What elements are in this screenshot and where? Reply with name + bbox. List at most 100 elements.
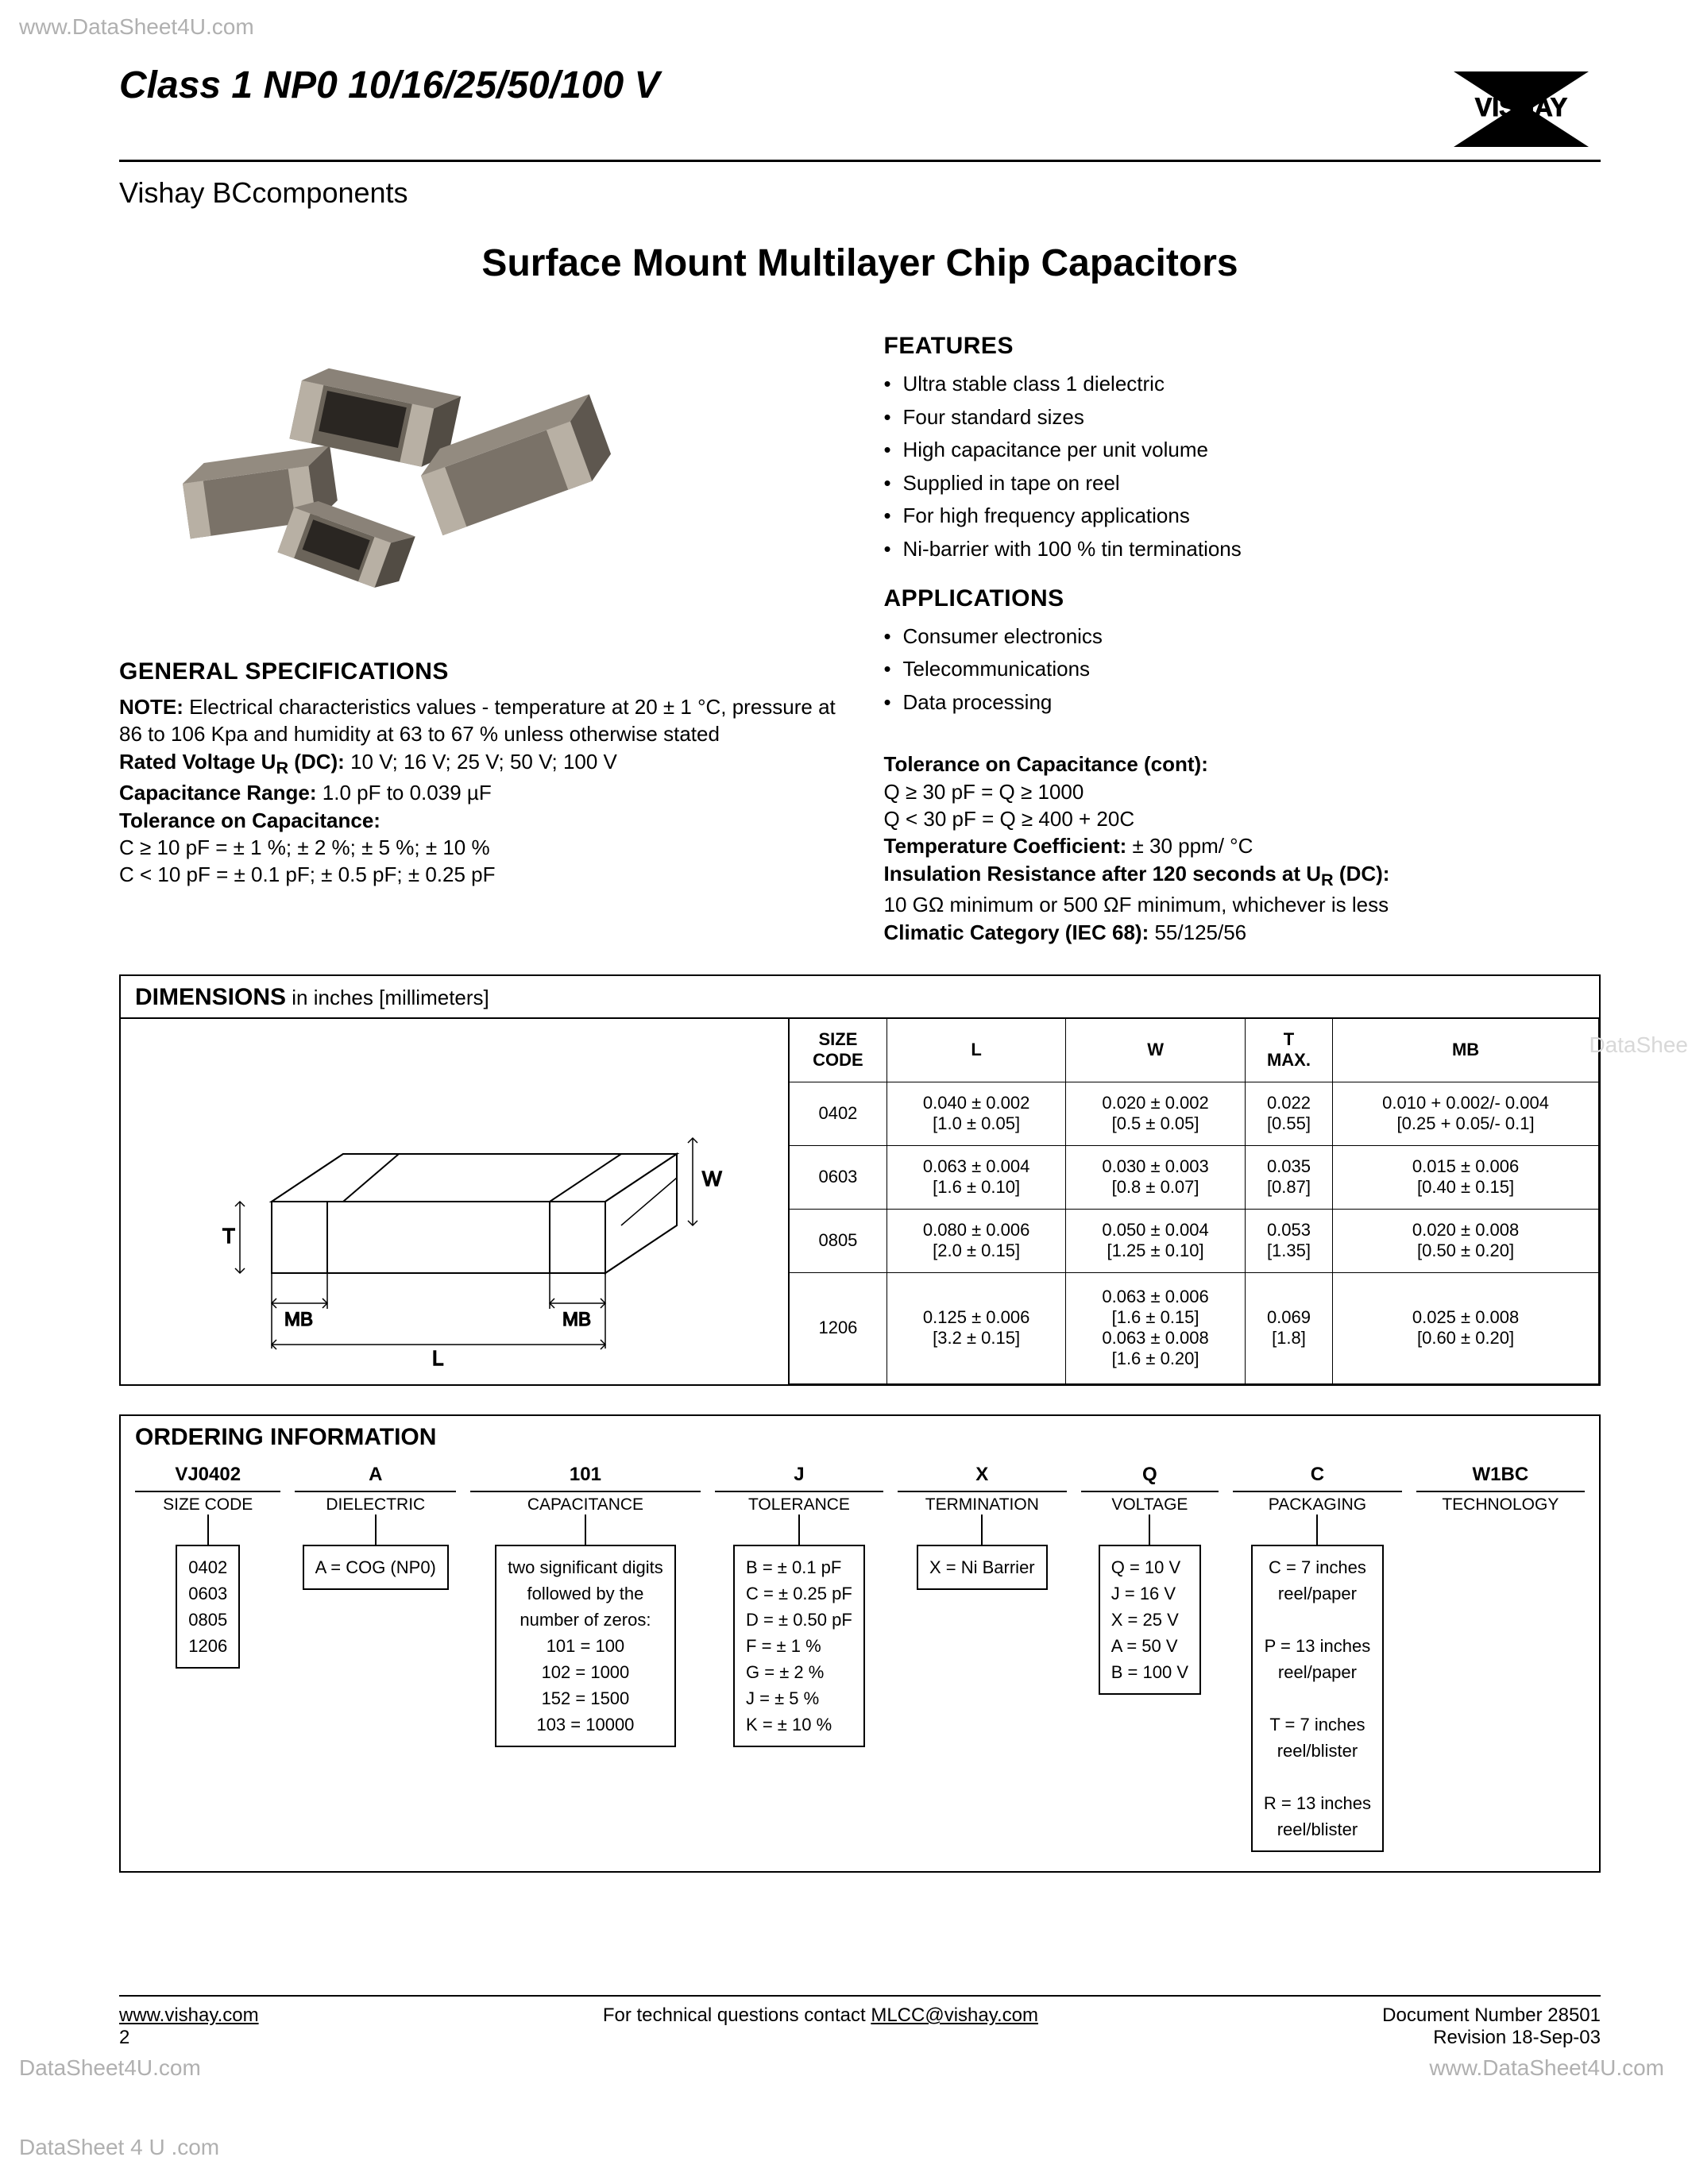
ordering-column: CPACKAGINGC = 7 inchesreel/paperP = 13 i…	[1233, 1464, 1401, 1852]
ord-label: CAPACITANCE	[470, 1491, 701, 1515]
ordering-box: ORDERING INFORMATION VJ0402SIZE CODE0402…	[119, 1414, 1601, 1873]
ord-label: PACKAGING	[1233, 1491, 1401, 1515]
general-heading: GENERAL SPECIFICATIONS	[119, 658, 836, 685]
ord-stem	[207, 1515, 209, 1545]
dimensions-box: DIMENSIONS in inches [millimeters]	[119, 974, 1601, 1386]
application-item: Consumer electronics	[884, 620, 1601, 654]
ord-label: VOLTAGE	[1081, 1491, 1219, 1515]
ordering-heading: ORDERING INFORMATION	[121, 1416, 1599, 1457]
rated-label: Rated Voltage U	[119, 750, 276, 774]
insul-sub: R	[1321, 870, 1334, 889]
feature-item: High capacitance per unit volume	[884, 434, 1601, 467]
dim-cell: 0.022[0.55]	[1245, 1082, 1332, 1145]
insul-dc: (DC):	[1334, 862, 1390, 886]
dim-cell: 0.015 ± 0.006[0.40 ± 0.15]	[1333, 1145, 1599, 1209]
ord-sample: C	[1311, 1464, 1324, 1486]
title-row: Class 1 NP0 10/16/25/50/100 V VISHAY VIS…	[119, 64, 1601, 162]
ordering-column: XTERMINATIONX = Ni Barrier	[898, 1464, 1066, 1852]
intro-columns: GENERAL SPECIFICATIONS NOTE: Electrical …	[119, 333, 1601, 946]
dim-cell: 0.020 ± 0.008[0.50 ± 0.20]	[1333, 1209, 1599, 1272]
page-content: Class 1 NP0 10/16/25/50/100 V VISHAY VIS…	[0, 0, 1688, 2000]
svg-text:L: L	[432, 1346, 443, 1368]
page-title: Class 1 NP0 10/16/25/50/100 V	[119, 64, 660, 107]
tol-cont-1: Q ≥ 30 pF = Q ≥ 1000	[884, 780, 1084, 804]
ord-sample: X	[975, 1464, 988, 1486]
dim-cell: 0.010 + 0.002/- 0.004[0.25 + 0.05/- 0.1]	[1333, 1082, 1599, 1145]
subtitle: Vishay BCcomponents	[119, 176, 1601, 210]
right-column: FEATURES Ultra stable class 1 dielectric…	[884, 333, 1601, 946]
tol-cont-2: Q < 30 pF = Q ≥ 400 + 20C	[884, 807, 1135, 831]
ord-label: DIELECTRIC	[295, 1491, 456, 1515]
svg-text:MB: MB	[562, 1309, 591, 1330]
watermark-bottom-right: www.DataSheet4U.com	[1429, 2055, 1664, 2081]
footer-docnum: Document Number 28501	[1382, 2005, 1601, 2026]
ord-stem	[375, 1515, 377, 1545]
rated-val: 10 V; 16 V; 25 V; 50 V; 100 V	[345, 750, 617, 774]
ord-options-box: X = Ni Barrier	[917, 1545, 1048, 1590]
dim-cell: 0.050 ± 0.004[1.25 ± 0.10]	[1066, 1209, 1245, 1272]
cap-range-val: 1.0 pF to 0.039 µF	[317, 781, 492, 805]
ordering-column: VJ0402SIZE CODE0402060308051206	[135, 1464, 280, 1852]
ord-sample: W1BC	[1472, 1464, 1528, 1486]
ordering-column: JTOLERANCEB = ± 0.1 pFC = ± 0.25 pFD = ±…	[715, 1464, 883, 1852]
rated-dc: (DC):	[288, 750, 345, 774]
ord-stem	[1316, 1515, 1318, 1545]
ordering-column: W1BCTECHNOLOGY	[1416, 1464, 1585, 1852]
ord-sample: VJ0402	[175, 1464, 241, 1486]
ord-options-box: 0402060308051206	[176, 1545, 240, 1669]
dim-cell: 0.063 ± 0.006[1.6 ± 0.15]0.063 ± 0.008[1…	[1066, 1272, 1245, 1383]
footer-url: www.vishay.com	[119, 2005, 259, 2026]
watermark-right: DataShee	[1589, 1032, 1688, 1058]
ord-sample: A	[369, 1464, 382, 1486]
cap-range-label: Capacitance Range:	[119, 781, 317, 805]
clim-val: 55/125/56	[1149, 920, 1246, 944]
feature-item: Four standard sizes	[884, 401, 1601, 434]
footer-left: www.vishay.com 2	[119, 2005, 259, 2049]
temp-val: ± 30 ppm/ °C	[1126, 834, 1253, 858]
ordering-column: QVOLTAGEQ = 10 VJ = 16 VX = 25 VA = 50 V…	[1081, 1464, 1219, 1852]
dim-head-text: DIMENSIONS	[135, 984, 286, 1010]
dim-cell: 0.030 ± 0.003[0.8 ± 0.07]	[1066, 1145, 1245, 1209]
ord-options-box: Q = 10 VJ = 16 VX = 25 VA = 50 VB = 100 …	[1099, 1545, 1201, 1695]
dim-cell: 0.080 ± 0.006[2.0 ± 0.15]	[886, 1209, 1065, 1272]
dim-cell: 0805	[789, 1209, 886, 1272]
dim-cell: 0.053[1.35]	[1245, 1209, 1332, 1272]
svg-text:W: W	[702, 1167, 722, 1190]
note-label: NOTE:	[119, 695, 183, 719]
ord-stem	[798, 1515, 800, 1545]
page-footer: www.vishay.com 2 For technical questions…	[119, 1995, 1601, 2049]
ord-stem	[1149, 1515, 1150, 1545]
watermark-top-left: www.DataSheet4U.com	[19, 14, 254, 40]
clim-label: Climatic Category (IEC 68):	[884, 920, 1149, 944]
watermark-bottom-left: DataSheet4U.com	[19, 2055, 201, 2081]
ordering-column: ADIELECTRICA = COG (NP0)	[295, 1464, 456, 1852]
svg-text:T: T	[222, 1224, 235, 1248]
feature-item: Ultra stable class 1 dielectric	[884, 368, 1601, 401]
dim-cell: 0.020 ± 0.002[0.5 ± 0.05]	[1066, 1082, 1245, 1145]
tol-label: Tolerance on Capacitance:	[119, 808, 380, 832]
features-list: Ultra stable class 1 dielectricFour stan…	[884, 368, 1601, 566]
svg-text:MB: MB	[284, 1309, 313, 1330]
footer-rev: Revision 18-Sep-03	[1433, 2027, 1601, 2048]
tol-cont-label: Tolerance on Capacitance (cont):	[884, 752, 1208, 776]
dim-cell: 0.125 ± 0.006[3.2 ± 0.15]	[886, 1272, 1065, 1383]
footer-mid: For technical questions contact MLCC@vis…	[603, 2005, 1038, 2049]
dim-cell: 0603	[789, 1145, 886, 1209]
feature-item: Supplied in tape on reel	[884, 467, 1601, 500]
tol-line1: C ≥ 10 pF = ± 1 %; ± 2 %; ± 5 %; ± 10 %	[119, 835, 490, 859]
footer-page-num: 2	[119, 2027, 129, 2048]
feature-item: For high frequency applications	[884, 500, 1601, 533]
tol-line2: C < 10 pF = ± 0.1 pF; ± 0.5 pF; ± 0.25 p…	[119, 862, 495, 886]
dim-cell: 0.035[0.87]	[1245, 1145, 1332, 1209]
application-item: Data processing	[884, 686, 1601, 720]
ord-options-box: B = ± 0.1 pFC = ± 0.25 pFD = ± 0.50 pFF …	[733, 1545, 865, 1747]
footer-right: Document Number 28501 Revision 18-Sep-03	[1382, 2005, 1601, 2049]
dim-col-header: L	[886, 1019, 1065, 1082]
dim-col-header: W	[1066, 1019, 1245, 1082]
note-text: Electrical characteristics values - temp…	[119, 695, 836, 746]
temp-label: Temperature Coefficient:	[884, 834, 1127, 858]
document-title: Surface Mount Multilayer Chip Capacitors	[119, 241, 1601, 285]
svg-text:VISHAY: VISHAY	[1475, 93, 1567, 122]
dim-col-header: TMAX.	[1245, 1019, 1332, 1082]
dim-cell: 0.069[1.8]	[1245, 1272, 1332, 1383]
